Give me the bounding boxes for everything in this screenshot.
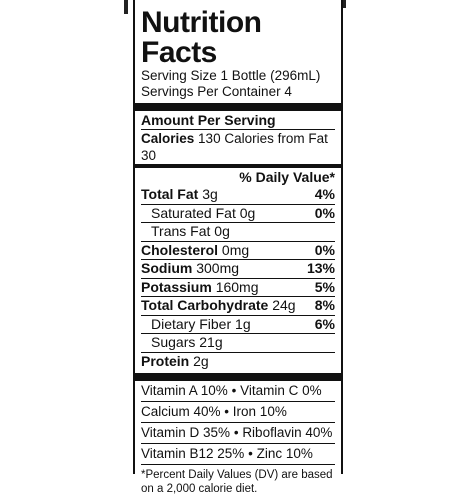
vitamin-row: Vitamin A 10% • Vitamin C 0% <box>141 381 335 401</box>
nutrient-amount: 0g <box>239 204 256 221</box>
nutrient-name-amount: Total Carbohydrate 24g <box>141 297 296 315</box>
nutrient-name-amount: Sodium 300mg <box>141 260 239 278</box>
nutrient-name: Total Carbohydrate <box>141 297 269 313</box>
vitamin-row: Calcium 40% • Iron 10% <box>141 401 335 422</box>
nutrient-amount: 300mg <box>196 260 240 276</box>
nutrient-name: Sodium <box>141 260 193 276</box>
nutrient-amount: 2g <box>193 352 209 369</box>
nutrient-amount: 21g <box>199 334 223 350</box>
divider-thick-2 <box>135 373 341 381</box>
nutrient-amount: 1g <box>235 315 251 332</box>
nutrient-row: Potassium 160mg 5% <box>141 277 335 297</box>
nutrient-name-amount: Sugars 21g <box>151 334 223 352</box>
nutrient-daily-value: 4% <box>314 186 335 202</box>
nutrient-name: Dietary Fiber <box>151 315 232 332</box>
footnote: *Percent Daily Values (DV) are based on … <box>141 464 335 496</box>
nutrient-name: Cholesterol <box>141 241 219 258</box>
nutrient-daily-value: 0% <box>314 241 335 258</box>
nutrient-amount: 0mg <box>221 241 250 258</box>
nutrient-amount: 160mg <box>215 278 259 295</box>
nutrient-name-amount: Trans Fat 0g <box>151 223 230 241</box>
daily-value-header: % Daily Value* <box>239 169 335 185</box>
nutrient-name: Saturated Fat <box>151 204 236 221</box>
vitamin-right: Vitamin C 0% <box>240 383 322 398</box>
nutrient-row: Total Carbohydrate 24g 8% <box>141 296 335 315</box>
nutrient-row: Protein 2g <box>141 351 335 371</box>
divider-medium <box>135 164 341 168</box>
bullet-separator: • <box>233 425 239 440</box>
edge-mark-left <box>124 0 128 14</box>
bullet-separator: • <box>231 383 237 398</box>
label-title: Nutrition Facts <box>141 6 262 69</box>
nutrition-label: Nutrition Facts Serving Size 1 Bottle (2… <box>133 0 343 495</box>
calories-label: Calories <box>141 131 195 146</box>
nutrient-name-amount: Potassium 160mg <box>141 279 259 297</box>
nutrient-daily-value: 0% <box>314 204 335 221</box>
vitamin-left: Vitamin B12 25% <box>141 446 245 461</box>
vitamin-right: Iron 10% <box>232 404 287 419</box>
vitamin-left: Vitamin A 10% <box>141 383 228 398</box>
vitamin-left: Vitamin D 35% <box>141 425 231 440</box>
nutrient-list: Total Fat 3g 4% Saturated Fat 0g 0% Trans Fa… <box>141 186 335 370</box>
calories-from-fat: Calories from Fat 30 <box>141 131 328 163</box>
nutrient-daily-value: 6% <box>314 315 335 332</box>
vitamin-right: Zinc 10% <box>256 446 313 461</box>
nutrient-row: Dietary Fiber 1g 6% <box>141 314 335 334</box>
nutrient-row: Sodium 300mg 13% <box>141 259 335 278</box>
nutrient-row: Cholesterol 0mg 0% <box>141 240 335 260</box>
nutrient-name-amount: Dietary Fiber 1g <box>151 316 251 334</box>
nutrient-row: Total Fat 3g 4% <box>141 186 335 204</box>
nutrient-row: Sugars 21g <box>141 333 335 352</box>
vitamin-right: Riboflavin 40% <box>242 425 333 440</box>
nutrient-name-amount: Saturated Fat 0g <box>151 205 255 223</box>
nutrient-name-amount: Total Fat 3g <box>141 186 218 204</box>
amount-per-serving: Amount Per Serving <box>141 112 276 128</box>
nutrient-name: Potassium <box>141 278 212 295</box>
nutrient-daily-value: 5% <box>314 278 335 295</box>
vitamin-row: Vitamin D 35% • Riboflavin 40% <box>141 422 335 443</box>
nutrient-row: Saturated Fat 0g 0% <box>141 203 335 223</box>
divider-thick <box>135 103 341 111</box>
vitamin-row: Vitamin B12 25% • Zinc 10% <box>141 443 335 464</box>
nutrient-daily-value: 8% <box>314 297 335 313</box>
nutrient-name-amount: Cholesterol 0mg <box>141 242 249 260</box>
nutrient-name: Trans Fat <box>151 223 211 239</box>
vitamin-list: Vitamin A 10% • Vitamin C 0% Calcium 40% … <box>141 381 335 464</box>
nutrient-row: Trans Fat 0g <box>141 222 335 241</box>
edge-mark-right <box>342 0 346 8</box>
nutrient-name: Protein <box>141 352 190 369</box>
calories-value: 130 <box>198 131 221 146</box>
nutrient-amount: 24g <box>272 297 296 313</box>
nutrient-amount: 3g <box>202 186 218 202</box>
bullet-separator: • <box>224 404 230 419</box>
divider-thin <box>141 129 335 130</box>
vitamin-left: Calcium 40% <box>141 404 221 419</box>
nutrient-name: Sugars <box>151 334 196 350</box>
servings-per-container: Servings Per Container 4 <box>141 84 292 99</box>
nutrient-name-amount: Protein 2g <box>141 353 209 371</box>
calories-row: Calories 130 Calories from Fat 30 <box>141 130 335 164</box>
nutrient-amount: 0g <box>214 223 230 239</box>
bullet-separator: • <box>248 446 253 461</box>
serving-size: Serving Size 1 Bottle (296mL) <box>141 68 321 83</box>
nutrient-daily-value: 13% <box>306 260 335 276</box>
nutrient-name: Total Fat <box>141 186 199 202</box>
